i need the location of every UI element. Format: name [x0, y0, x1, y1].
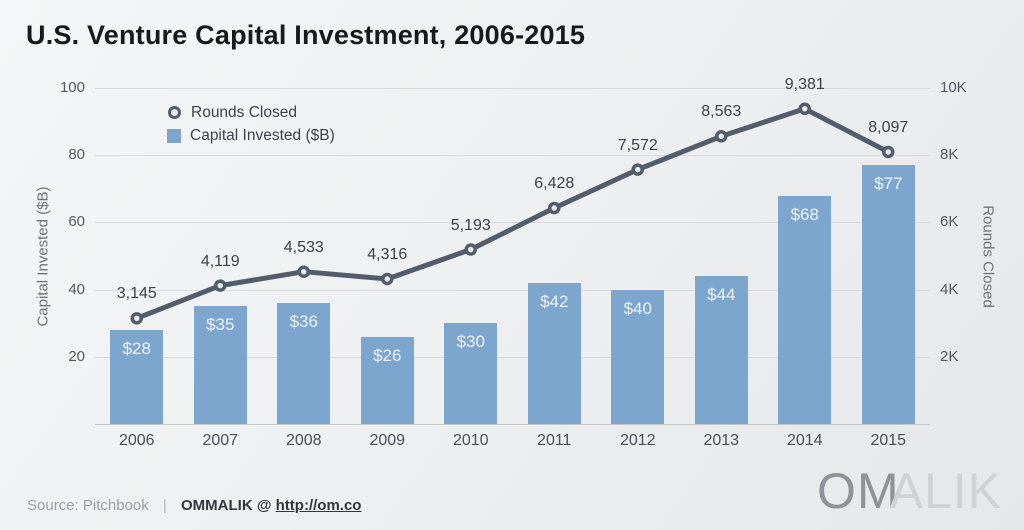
bar-2013: [694, 276, 748, 424]
source-text: Source: Pitchbook: [27, 497, 149, 514]
line-point-2007: [214, 279, 227, 292]
bar-marker-icon: [167, 128, 181, 143]
y-tick-left-80: 80: [68, 146, 85, 164]
x-tick-2010: 2010: [452, 432, 489, 449]
x-tick-2012: 2012: [619, 432, 656, 449]
credit-link[interactable]: http://om.co: [275, 497, 362, 514]
grid-line-40: [95, 289, 930, 291]
om-logo-dark-text: OM: [817, 463, 900, 519]
bar-2007: [193, 306, 247, 424]
om-logo: OMALIK: [817, 466, 1002, 516]
line-point-2012: [631, 163, 644, 176]
line-point-label-2012: 7,572: [617, 136, 658, 154]
y-tick-right-4K: 4K: [940, 280, 959, 298]
line-point-label-2006: 3,145: [116, 285, 157, 303]
x-tick-2015: 2015: [870, 432, 907, 449]
bar-label-2010: $30: [456, 332, 485, 352]
y-tick-left-20: 20: [68, 347, 85, 365]
line-point-label-2013: 8,563: [701, 103, 742, 121]
line-point-2013: [715, 130, 728, 143]
chart-title: U.S. Venture Capital Investment, 2006-20…: [26, 20, 586, 50]
legend-label-capital-invested: Capital Invested ($B): [190, 126, 335, 144]
footer: Source: Pitchbook | OMMALIK @ http://om.…: [27, 497, 361, 514]
bar-2009: [360, 336, 414, 424]
line-point-2010: [464, 243, 477, 256]
bar-2008: [277, 303, 331, 424]
legend-item-rounds-closed: Rounds Closed: [168, 101, 335, 124]
bar-2010: [444, 323, 498, 424]
grid-line-60: [95, 222, 930, 224]
bar-2006: [110, 329, 164, 424]
line-point-label-2009: 4,316: [367, 245, 408, 263]
x-tick-2006: 2006: [118, 432, 155, 449]
bar-2012: [611, 289, 665, 424]
y-tick-right-10K: 10K: [940, 79, 967, 96]
bar-label-2012: $40: [623, 298, 652, 318]
line-point-label-2015: 8,097: [868, 118, 909, 136]
grid-line-100: [95, 88, 930, 89]
x-tick-2008: 2008: [285, 432, 322, 449]
line-point-2014: [798, 102, 811, 116]
line-point-2008: [297, 265, 310, 278]
line-marker-icon: [168, 106, 181, 119]
line-point-2011: [548, 201, 561, 215]
line-point-label-2007: 4,119: [200, 252, 240, 270]
line-point-2009: [381, 272, 394, 286]
om-logo-light-text: ALIK: [889, 463, 1002, 519]
bar-label-2008: $36: [289, 312, 318, 332]
bar-label-2006: $28: [122, 338, 151, 358]
line-point-2006: [130, 312, 143, 325]
y-tick-left-100: 100: [59, 79, 85, 96]
x-tick-2014: 2014: [786, 432, 823, 449]
y-tick-right-8K: 8K: [940, 146, 959, 164]
x-tick-2011: 2011: [537, 432, 572, 449]
bar-2011: [527, 282, 581, 424]
bar-2015: [861, 165, 915, 424]
line-point-label-2010: 5,193: [450, 216, 491, 234]
grid-line-20: [95, 356, 930, 358]
y-tick-left-60: 60: [68, 213, 85, 231]
bar-label-2009: $26: [373, 345, 402, 365]
grid-line-80: [95, 155, 930, 157]
line-point-label-2011: 6,428: [534, 175, 575, 193]
legend-item-capital-invested: Capital Invested ($B): [167, 124, 335, 147]
legend: Rounds Closed Capital Invested ($B): [167, 101, 335, 147]
bar-2014: [778, 195, 832, 424]
line-point-label-2014: 9,381: [784, 75, 825, 93]
credit-at: @: [256, 497, 272, 514]
bar-label-2013: $44: [707, 285, 736, 305]
line-point-label-2008: 4,533: [283, 238, 324, 256]
credit-name: OMMALIK: [181, 497, 253, 514]
y-tick-right-6K: 6K: [940, 213, 959, 231]
y-tick-right-2K: 2K: [940, 347, 959, 365]
bar-label-2011: $42: [540, 291, 569, 311]
legend-label-rounds-closed: Rounds Closed: [191, 103, 297, 121]
x-tick-2013: 2013: [703, 432, 740, 449]
footer-separator: |: [162, 497, 167, 514]
line-point-2015: [882, 145, 895, 159]
x-tick-2009: 2009: [369, 432, 406, 449]
x-tick-2007: 2007: [202, 432, 239, 449]
bar-label-2015: $77: [874, 174, 903, 194]
bar-label-2007: $35: [206, 315, 235, 335]
y-tick-left-40: 40: [68, 280, 85, 298]
x-axis-line: [95, 424, 930, 425]
bar-label-2014: $68: [790, 204, 819, 224]
